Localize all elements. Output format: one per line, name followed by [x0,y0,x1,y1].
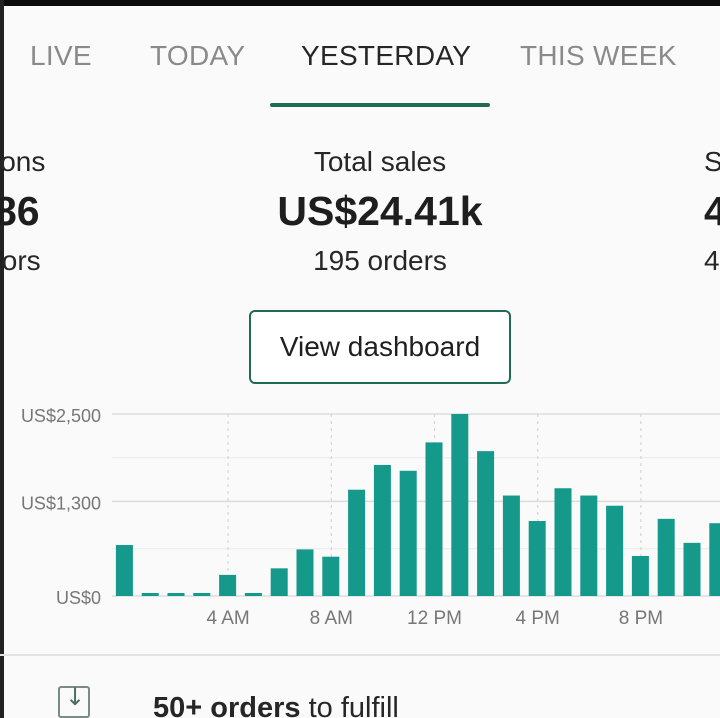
view-dashboard-button[interactable]: View dashboard [249,310,511,384]
y-tick-label: US$0 [56,588,101,608]
metric-total-sales-orders: 195 orders [313,245,447,276]
metric-total-sales-value: US$24.41k [277,188,483,234]
metric-right-value: 4 [704,188,720,234]
bar-hour-17 [554,488,572,596]
x-tick-label: 4 PM [516,608,560,629]
download-tray-icon: ↓ [58,683,90,718]
tab-today[interactable]: TODAY [150,40,246,71]
bar-hour-18 [580,495,598,596]
x-tick-label: 12 PM [407,608,462,629]
bar-hour-8 [322,556,340,596]
orders-to-fulfill-row[interactable]: ↓ 50+ orders to fulfill [58,683,718,718]
bar-hour-3 [193,593,211,596]
hourly-sales-chart: US$2,500 US$1,300 US$0 4 AM 8 AM 12 PM 4 PM 8 P… [21,406,720,629]
period-tabs: LIVE TODAY YESTERDAY THIS WEEK [0,20,720,110]
bar-hour-6 [270,568,288,596]
orders-to-fulfill-suffix: to fulfill [300,692,399,718]
bar-hour-1 [141,593,159,596]
metric-visitors[interactable]: ions 86 tors [0,146,45,277]
metric-right-label: S [704,146,720,177]
bar-hour-15 [502,495,520,596]
bar-hour-7 [296,549,314,596]
bar-hour-19 [606,505,624,596]
x-tick-label: 8 PM [619,608,663,629]
metric-total-sales[interactable]: Total sales US$24.41k 195 orders [250,146,510,277]
tab-live[interactable]: LIVE [30,40,92,71]
bar-hour-23 [709,523,720,596]
left-edge [0,0,4,718]
bar-hour-21 [657,518,675,596]
metric-visitors-label: ions [0,146,46,177]
bar-hour-14 [477,451,495,596]
metric-visitors-value: 86 [0,188,40,234]
metric-right-partial[interactable]: S 4 4 [704,146,720,277]
x-tick-label: 8 AM [310,608,353,629]
section-divider [0,654,720,656]
y-tick-label: US$2,500 [21,406,101,426]
top-edge [0,0,720,6]
bar-hour-2 [167,593,185,596]
bar-hour-0 [115,545,133,596]
bar-hour-9 [348,489,366,596]
bar-hour-22 [683,542,701,596]
tab-this-week[interactable]: THIS WEEK [520,40,677,71]
active-tab-indicator [270,103,490,107]
y-tick-label: US$1,300 [21,493,101,513]
bar-hour-5 [244,593,262,596]
bar-hour-4 [219,574,237,596]
bar-hour-16 [528,521,546,596]
metric-visitors-sub: tors [0,245,41,276]
orders-count: 50+ orders [153,692,301,718]
x-tick-label: 4 AM [206,608,249,629]
tab-yesterday[interactable]: YESTERDAY [301,40,472,71]
bar-hour-10 [373,464,391,596]
metric-total-sales-label: Total sales [313,146,447,177]
metric-right-sub: 4 [704,245,720,276]
orders-to-fulfill-text: 50+ orders to fulfill [153,692,399,718]
bar-hour-12 [425,442,443,596]
bar-hour-20 [631,555,649,596]
bar-hour-13 [451,414,469,596]
bar-hour-11 [399,470,417,596]
